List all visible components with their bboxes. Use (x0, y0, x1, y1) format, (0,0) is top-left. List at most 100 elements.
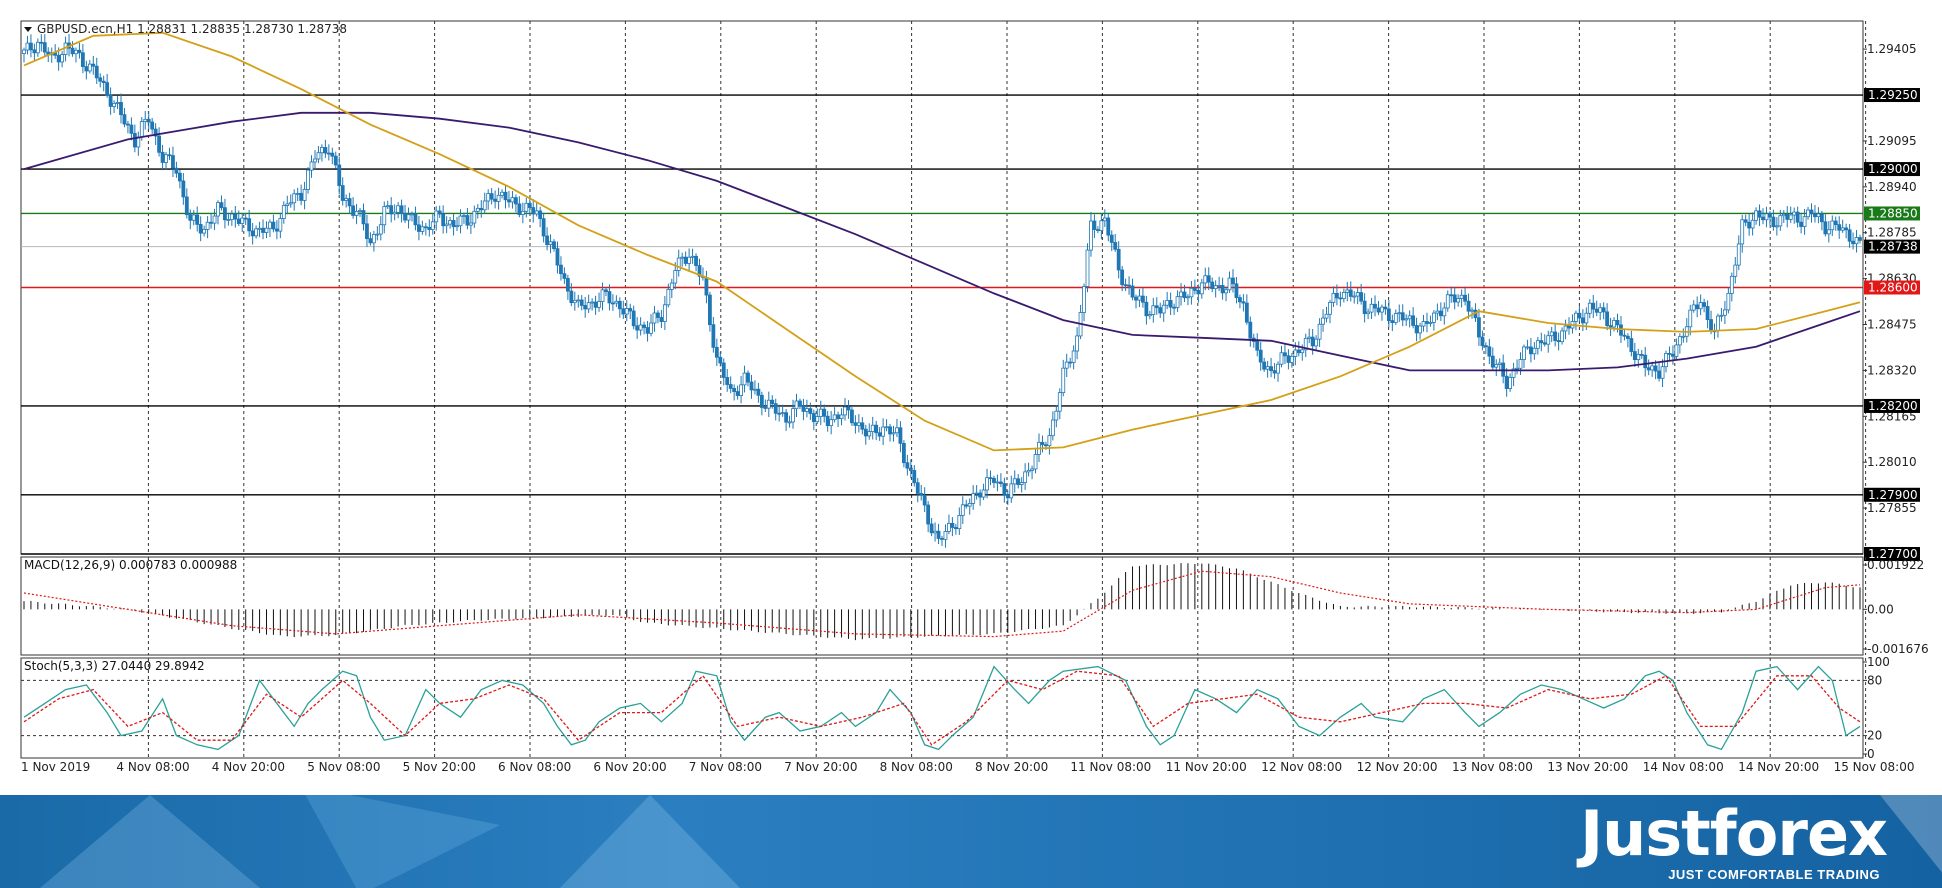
candle-bear (101, 80, 106, 84)
candle-bull (1276, 363, 1280, 374)
candle-bull (1227, 277, 1232, 291)
stoch-pane (20, 657, 1864, 759)
candle-bull (1321, 317, 1325, 325)
candle-bull (278, 218, 283, 232)
candle-bear (503, 191, 508, 201)
candle-bear (1400, 312, 1405, 321)
candle-bear (725, 377, 730, 385)
candle-bear (569, 290, 574, 304)
candle-bull (143, 118, 148, 122)
candle-bear (579, 299, 584, 306)
candle-bull (112, 102, 116, 107)
candle-bull (576, 299, 581, 302)
candle-bear (1182, 291, 1187, 299)
candle-bear (850, 409, 854, 424)
candle-bull (614, 300, 619, 304)
candle-bear (1819, 213, 1824, 223)
candle-bull (780, 412, 785, 415)
candle-bear (1141, 295, 1145, 303)
candle-bear (714, 346, 719, 358)
candle-bull (444, 223, 449, 227)
candle-bull (60, 54, 65, 63)
candle-bear (1258, 349, 1263, 363)
price-level-label: 1.27900 (1868, 488, 1918, 502)
candle-bull (600, 289, 605, 302)
time-tick-label: 5 Nov 20:00 (403, 760, 476, 774)
macd-tick-label: 0.001922 (1867, 558, 1924, 572)
candle-bear (1338, 297, 1343, 300)
candle-bull (1397, 312, 1402, 315)
candle-bear (337, 164, 342, 186)
candle-bear (1747, 221, 1752, 229)
candle-bull (264, 227, 269, 233)
candle-bear (236, 218, 241, 224)
candle-bull (548, 241, 553, 245)
price-tick-label: 1.28320 (1867, 363, 1917, 377)
candle-bear (1116, 248, 1121, 271)
candle-bull (947, 522, 951, 532)
time-tick-label: 13 Nov 08:00 (1452, 760, 1533, 774)
time-tick-label: 7 Nov 08:00 (689, 760, 762, 774)
candle-bull (1535, 340, 1540, 349)
candle-bear (1005, 494, 1010, 499)
candle-bear (1768, 213, 1772, 218)
candle-bear (683, 256, 688, 264)
candle-bear (1376, 307, 1381, 313)
candle-bull (1459, 294, 1464, 299)
candle-bear (1168, 300, 1173, 308)
time-tick-label: 12 Nov 20:00 (1357, 760, 1438, 774)
candle-bear (1622, 334, 1627, 337)
candle-bull (268, 221, 272, 229)
price-level-label: 1.28200 (1868, 399, 1918, 413)
candle-bull (791, 408, 795, 423)
candle-bear (171, 155, 175, 169)
candle-bear (1068, 361, 1073, 364)
candle-bear (853, 422, 858, 426)
price-level-label-box (1864, 88, 1920, 103)
candle-bull (739, 384, 743, 396)
time-tick-label: 8 Nov 08:00 (880, 760, 953, 774)
candle-bull (420, 226, 425, 232)
candle-bull (753, 388, 757, 391)
candle-bull (1421, 321, 1426, 327)
candle-bear (1615, 319, 1620, 326)
candle-bear (735, 391, 740, 396)
candle-bear (1220, 285, 1225, 294)
candle-bull (586, 302, 591, 310)
candle-bull (1147, 314, 1152, 317)
candle-bull (1203, 275, 1208, 284)
candle-bull (1314, 338, 1319, 347)
candle-bear (39, 41, 44, 44)
candle-bear (763, 407, 768, 409)
candle-bull (229, 213, 234, 220)
candle-bull (676, 257, 681, 271)
candle-bear (1743, 219, 1748, 223)
candle-bear (247, 218, 252, 232)
candle-bear (801, 405, 806, 412)
candle-bear (1040, 441, 1045, 446)
time-tick-label: 6 Nov 20:00 (593, 760, 666, 774)
candle-bull (1151, 305, 1156, 315)
candle-bull (385, 205, 390, 208)
candle-bear (1705, 306, 1710, 320)
candle-bull (1085, 249, 1090, 287)
candle-bear (299, 192, 304, 201)
candle-bull (1265, 366, 1270, 370)
candle-bull (1840, 227, 1845, 231)
brand-banner: Justforex JUST COMFORTABLE TRADING (0, 795, 1942, 888)
candle-bear (1234, 283, 1239, 298)
justforex-logo[interactable]: Justforex (1580, 797, 1888, 870)
candle-bull (1012, 478, 1017, 485)
candle-bear (1390, 320, 1395, 323)
macd-pane (20, 556, 1864, 656)
candle-bear (56, 54, 61, 63)
candle-bull (510, 197, 515, 203)
time-tick-label: 6 Nov 08:00 (498, 760, 571, 774)
price-level-label-box (1864, 206, 1920, 221)
stoch-tick-label: 20 (1867, 729, 1882, 743)
time-axis: 1 Nov 2019 4 Nov 08:00 4 Nov 20:00 5 Nov 08… (21, 760, 1915, 774)
candle-bear (389, 205, 394, 215)
candle-bear (908, 467, 913, 471)
triangle-down-icon[interactable] (24, 27, 32, 32)
candle-bull (382, 206, 387, 226)
